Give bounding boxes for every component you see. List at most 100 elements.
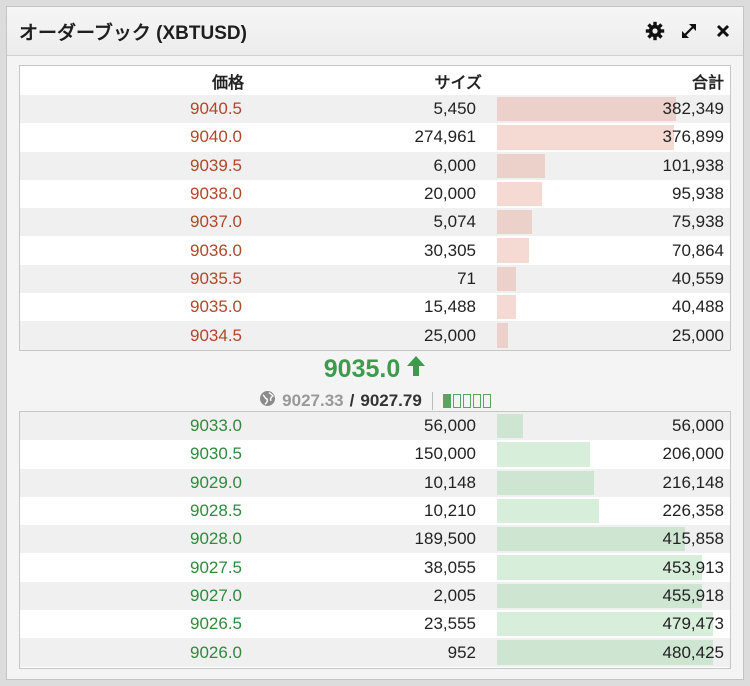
ask-total: 376,899 xyxy=(662,127,724,147)
ask-row[interactable]: 9034.5 25,000 25,000 xyxy=(20,321,730,350)
bid-size[interactable]: 150,000 xyxy=(414,444,476,464)
bid-row[interactable]: 9027.5 38,055 453,913 xyxy=(20,553,730,581)
ask-total: 25,000 xyxy=(672,325,724,345)
ask-row[interactable]: 9038.0 20,000 95,938 xyxy=(20,180,730,208)
bid-price[interactable]: 9028.5 xyxy=(190,501,242,521)
bid-size[interactable]: 10,210 xyxy=(424,501,476,521)
bid-price[interactable]: 9029.0 xyxy=(190,472,242,492)
bid-depth-bar xyxy=(497,612,713,637)
ask-depth-bar xyxy=(497,238,529,263)
bid-row[interactable]: 9029.0 10,148 216,148 xyxy=(20,468,730,497)
bid-total: 415,858 xyxy=(662,529,724,549)
ask-size[interactable]: 6,000 xyxy=(433,155,476,175)
ask-depth-bar xyxy=(497,153,545,178)
price-column-header[interactable]: 価格 xyxy=(211,74,244,92)
bid-depth-bar xyxy=(497,527,685,552)
size-column-header[interactable]: サイズ xyxy=(434,74,482,92)
price-separator: / xyxy=(349,391,355,410)
bid-total: 226,358 xyxy=(662,501,724,521)
ask-price[interactable]: 9035.5 xyxy=(190,268,242,288)
meter-cell xyxy=(452,394,461,408)
bid-row[interactable]: 9028.5 10,210 226,358 xyxy=(20,497,730,525)
bid-size[interactable]: 38,055 xyxy=(424,557,476,577)
bid-price[interactable]: 9028.0 xyxy=(190,529,242,549)
bid-total: 455,918 xyxy=(662,585,724,605)
ask-row[interactable]: 9039.5 6,000 101,938 xyxy=(20,151,730,180)
bid-depth-bar xyxy=(497,498,599,524)
meter-cell xyxy=(472,394,481,408)
ask-row[interactable]: 9036.0 30,305 70,864 xyxy=(20,236,730,264)
bid-depth-bar xyxy=(497,583,702,609)
bid-price[interactable]: 9030.5 xyxy=(190,444,242,464)
last-price[interactable]: 9035.0 xyxy=(323,355,401,383)
arrow-up-icon xyxy=(406,355,426,384)
bid-size[interactable]: 23,555 xyxy=(424,614,476,634)
bid-depth-bar xyxy=(497,442,590,467)
bid-size[interactable]: 189,500 xyxy=(414,529,476,549)
mark-price: 9027.79 xyxy=(360,391,422,410)
ask-row[interactable]: 9035.0 15,488 40,488 xyxy=(20,293,730,321)
bid-row[interactable]: 9027.0 2,005 455,918 xyxy=(20,581,730,611)
bid-row[interactable]: 9026.5 23,555 479,473 xyxy=(20,610,730,638)
bid-total: 206,000 xyxy=(662,444,724,464)
ask-price[interactable]: 9040.0 xyxy=(190,127,242,147)
ask-size[interactable]: 71 xyxy=(457,268,476,288)
orderbook-panel: オーダーブック (XBTUSD) 価格 サイズ 合計 9040.5 5,450 38… xyxy=(6,6,744,680)
bid-total: 453,913 xyxy=(662,557,724,577)
asks-table: 価格 サイズ 合計 9040.5 5,450 382,349 9040.0 274,96… xyxy=(19,65,731,351)
bid-depth-bar xyxy=(497,470,594,495)
ask-total: 40,559 xyxy=(672,268,724,288)
bid-price[interactable]: 9027.0 xyxy=(190,585,242,605)
ask-price[interactable]: 9038.0 xyxy=(190,184,242,204)
ask-size[interactable]: 30,305 xyxy=(424,240,476,260)
ask-depth-bar xyxy=(497,210,532,235)
column-header: 価格 サイズ 合計 xyxy=(20,66,730,95)
ask-depth-bar xyxy=(497,266,516,292)
bid-size[interactable]: 2,005 xyxy=(433,585,476,605)
globe-icon xyxy=(259,390,276,412)
ask-price[interactable]: 9034.5 xyxy=(190,325,242,345)
bid-size[interactable]: 56,000 xyxy=(424,416,476,436)
bid-price[interactable]: 9026.0 xyxy=(190,642,242,662)
index-price: 9027.33 xyxy=(282,391,344,410)
ask-price[interactable]: 9035.0 xyxy=(190,297,242,317)
last-price-ticker: 9035.0 9027.33 / 9027.79 xyxy=(19,349,731,411)
bid-total: 480,425 xyxy=(662,642,724,662)
ask-price[interactable]: 9036.0 xyxy=(190,240,242,260)
ask-row[interactable]: 9037.0 5,074 75,938 xyxy=(20,208,730,237)
ask-total: 101,938 xyxy=(662,155,724,175)
bids-rows: 9033.0 56,000 56,000 9030.5 150,000 206,000 90… xyxy=(20,412,730,667)
ask-price[interactable]: 9040.5 xyxy=(190,99,242,119)
ask-row[interactable]: 9035.5 71 40,559 xyxy=(20,264,730,294)
bid-row[interactable]: 9026.0 952 480,425 xyxy=(20,638,730,667)
bid-total: 56,000 xyxy=(672,416,724,436)
total-column-header[interactable]: 合計 xyxy=(691,74,724,92)
bid-row[interactable]: 9030.5 150,000 206,000 xyxy=(20,440,730,468)
ask-total: 40,488 xyxy=(672,297,724,317)
signal-meter xyxy=(442,394,491,408)
ask-row[interactable]: 9040.0 274,961 376,899 xyxy=(20,123,730,151)
bid-size[interactable]: 10,148 xyxy=(424,472,476,492)
panel-header: オーダーブック (XBTUSD) xyxy=(7,7,743,56)
ask-row[interactable]: 9040.5 5,450 382,349 xyxy=(20,95,730,124)
bid-row[interactable]: 9033.0 56,000 56,000 xyxy=(20,412,730,441)
close-icon[interactable] xyxy=(713,21,733,41)
bid-price[interactable]: 9027.5 xyxy=(190,557,242,577)
ask-size[interactable]: 5,450 xyxy=(433,99,476,119)
ask-size[interactable]: 20,000 xyxy=(424,184,476,204)
ask-size[interactable]: 25,000 xyxy=(424,325,476,345)
bid-row[interactable]: 9028.0 189,500 415,858 xyxy=(20,525,730,554)
ask-size[interactable]: 15,488 xyxy=(424,297,476,317)
bid-depth-bar xyxy=(497,555,702,580)
bid-price[interactable]: 9033.0 xyxy=(190,416,242,436)
gear-icon[interactable] xyxy=(645,21,665,41)
bid-size[interactable]: 952 xyxy=(447,642,476,662)
ask-depth-bar xyxy=(497,125,674,150)
bid-price[interactable]: 9026.5 xyxy=(190,614,242,634)
asks-rows: 9040.5 5,450 382,349 9040.0 274,961 376,899 90… xyxy=(20,95,730,350)
expand-icon[interactable] xyxy=(679,21,699,41)
ask-price[interactable]: 9039.5 xyxy=(190,155,242,175)
ask-price[interactable]: 9037.0 xyxy=(190,212,242,232)
ask-size[interactable]: 5,074 xyxy=(433,212,476,232)
ask-size[interactable]: 274,961 xyxy=(414,127,476,147)
